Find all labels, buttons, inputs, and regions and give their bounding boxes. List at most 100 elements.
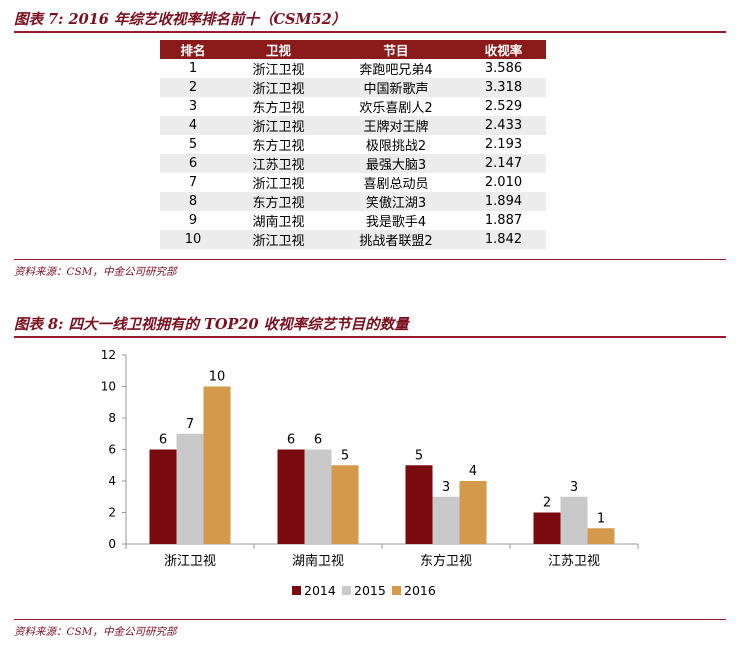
data-label: 7 [186, 417, 194, 432]
table-row: 3 东方卫视 欢乐喜剧人2 2.529 [160, 97, 546, 116]
cell-rating: 3.318 [461, 78, 546, 97]
table-row: 4 浙江卫视 王牌对王牌 2.433 [160, 116, 546, 135]
cell-show: 中国新歌声 [331, 78, 461, 97]
cell-channel: 浙江卫视 [226, 116, 331, 135]
cell-channel: 江苏卫视 [226, 154, 331, 173]
legend-label: 2014 [304, 583, 336, 598]
cell-rank: 9 [188, 213, 198, 228]
table-row: 2 浙江卫视 中国新歌声 3.318 [160, 78, 546, 97]
legend-label: 2015 [354, 583, 386, 598]
header-rating: 收视率 [461, 40, 546, 59]
cell-channel: 东方卫视 [252, 101, 305, 116]
data-label: 6 [287, 433, 295, 448]
legend-swatch-2014 [292, 586, 301, 595]
y-tick-label: 2 [108, 506, 116, 520]
cell-rank: 8 [160, 192, 226, 211]
cell-show: 奔跑吧兄弟4 [359, 63, 433, 78]
bar-2015 [432, 496, 460, 544]
cell-rating: 2.433 [461, 116, 546, 135]
cell-channel: 浙江卫视 [252, 177, 305, 192]
cell-rank: 5 [188, 137, 198, 152]
cell-rating: 1.887 [484, 213, 523, 228]
cell-rank: 1 [188, 61, 198, 76]
cell-rating: 2.193 [484, 137, 523, 152]
table-row: 1 浙江卫视 奔跑吧兄弟4 3.586 [160, 59, 546, 78]
data-label: 1 [597, 511, 605, 526]
table-row: 6 江苏卫视 最强大脑3 2.147 [160, 154, 546, 173]
cell-channel: 浙江卫视 [252, 63, 305, 78]
cell-channel: 东方卫视 [252, 139, 305, 154]
y-tick-label: 0 [108, 537, 116, 551]
data-label: 3 [442, 480, 450, 495]
header-show: 节目 [331, 40, 461, 59]
cell-rating: 2.529 [484, 99, 523, 114]
table-source: 资料来源：CSM，中金公司研究部 [14, 266, 177, 278]
cell-rank: 3 [188, 99, 198, 114]
cell-rating: 3.586 [484, 61, 523, 76]
bar-2014 [277, 449, 305, 544]
category-label: 湖南卫视 [292, 553, 344, 569]
cell-show: 我是歌手4 [365, 215, 427, 230]
chart-source: 资料来源：CSM，中金公司研究部 [14, 626, 177, 638]
cell-rating: 1.842 [461, 230, 546, 249]
cell-rank: 10 [160, 230, 226, 249]
table-title-rule [14, 31, 726, 33]
legend-label: 2016 [404, 583, 436, 598]
cell-rating: 2.010 [484, 175, 523, 190]
cell-show: 欢乐喜剧人2 [359, 101, 433, 116]
bar-2015 [560, 496, 588, 544]
table-title: 图表 7: 2016 年综艺收视率排名前十（CSM52） [14, 11, 347, 28]
table-row: 9 湖南卫视 我是歌手4 1.887 [160, 211, 546, 230]
cell-show: 喜剧总动员 [363, 177, 429, 192]
y-tick-label: 8 [108, 411, 116, 425]
cell-rating: 1.894 [461, 192, 546, 211]
category-label: 东方卫视 [420, 553, 472, 569]
cell-show: 笑傲江湖3 [331, 192, 461, 211]
header-channel: 卫视 [226, 40, 331, 59]
table-row: 7 浙江卫视 喜剧总动员 2.010 [160, 173, 546, 192]
bar-2016 [331, 465, 359, 544]
cell-rank: 4 [160, 116, 226, 135]
bar-2016 [587, 528, 615, 544]
category-label: 江苏卫视 [548, 553, 600, 569]
legend-swatch-2015 [342, 586, 351, 595]
y-tick-label: 10 [101, 380, 116, 394]
chart-title: 图表 8: 四大一线卫视拥有的 TOP20 收视率综艺节目的数量 [14, 316, 409, 333]
table-header-row: 排名 卫视 节目 收视率 [160, 40, 546, 59]
cell-rank: 2 [160, 78, 226, 97]
cell-channel: 浙江卫视 [226, 78, 331, 97]
y-tick-label: 12 [101, 348, 116, 362]
category-label: 浙江卫视 [164, 554, 216, 569]
cell-rating: 2.147 [461, 154, 546, 173]
y-tick-label: 6 [108, 443, 116, 457]
cell-show: 王牌对王牌 [331, 116, 461, 135]
bar-2016 [459, 481, 487, 544]
cell-show: 最强大脑3 [331, 154, 461, 173]
bar-2015 [304, 449, 332, 544]
ranking-table: 排名 卫视 节目 收视率 1 浙江卫视 奔跑吧兄弟4 3.586 2 浙江卫视 … [160, 40, 546, 249]
cell-rank: 7 [188, 175, 198, 190]
data-label: 4 [469, 464, 477, 479]
legend-swatch-2016 [392, 586, 401, 595]
data-label: 6 [159, 433, 167, 448]
bar-2014 [533, 512, 561, 544]
chart-title-rule [14, 336, 726, 338]
bar-2014 [149, 449, 177, 544]
table-bottom-rule [14, 259, 726, 260]
data-label: 5 [415, 448, 423, 463]
data-label: 6 [314, 433, 322, 448]
y-tick-label: 4 [108, 474, 116, 488]
data-label: 5 [341, 448, 349, 463]
cell-channel: 东方卫视 [226, 192, 331, 211]
cell-show: 挑战者联盟2 [331, 230, 461, 249]
table-row: 5 东方卫视 极限挑战2 2.193 [160, 135, 546, 154]
data-label: 3 [570, 480, 578, 495]
bar-2016 [203, 386, 231, 544]
cell-channel: 浙江卫视 [226, 230, 331, 249]
bar-2014 [405, 465, 433, 544]
data-label: 10 [209, 370, 226, 385]
header-rank: 排名 [160, 40, 226, 59]
chart-bottom-rule [14, 619, 726, 620]
table-row: 10 浙江卫视 挑战者联盟2 1.842 [160, 230, 546, 249]
